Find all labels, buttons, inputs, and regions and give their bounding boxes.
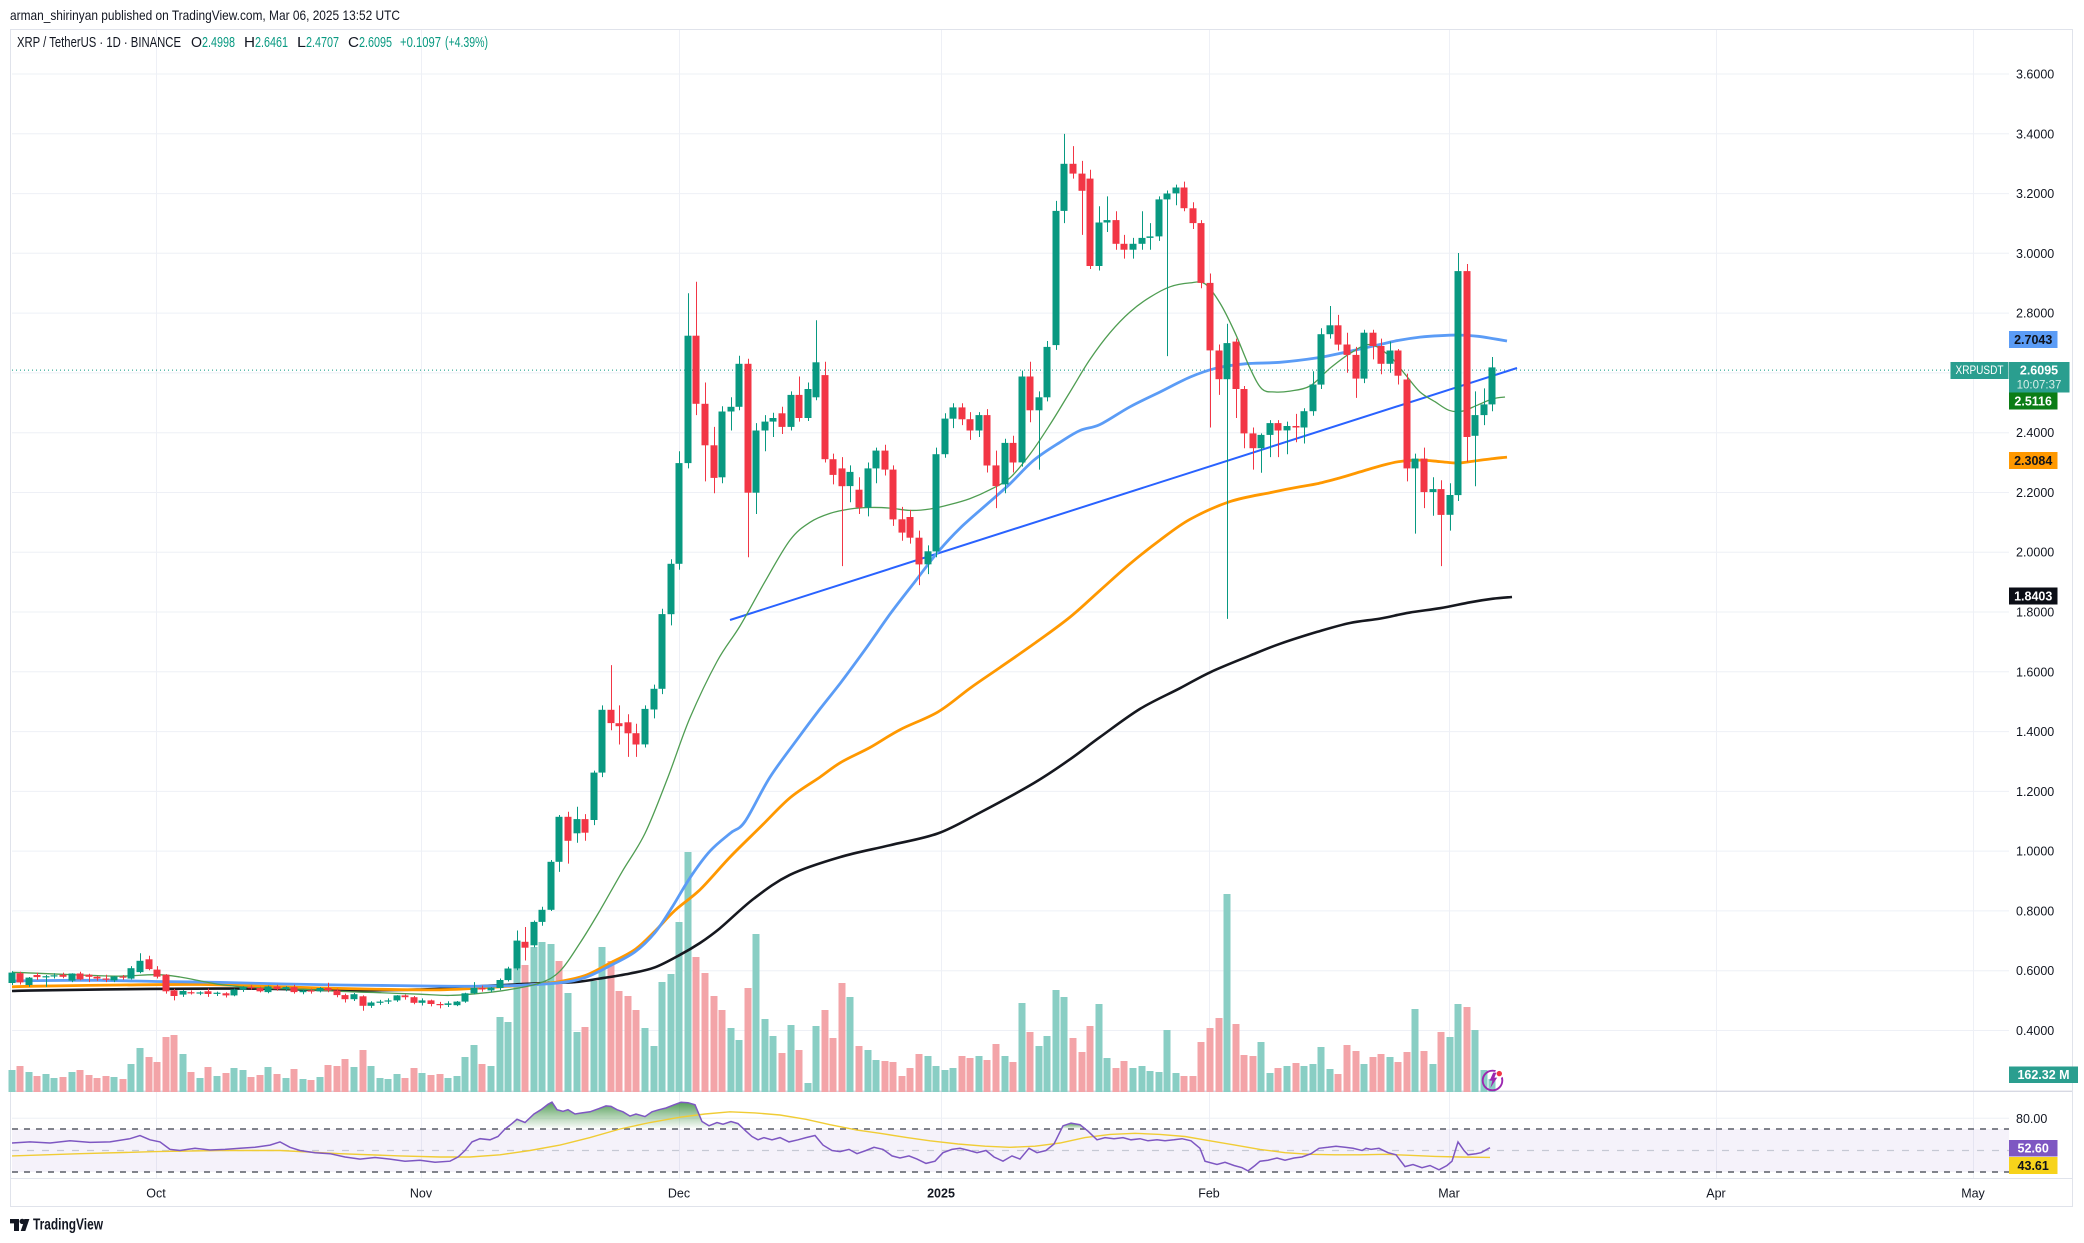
svg-text:1.0000: 1.0000 bbox=[2016, 845, 2054, 859]
svg-text:O: O bbox=[191, 35, 202, 51]
svg-text:3.0000: 3.0000 bbox=[2016, 247, 2054, 261]
svg-text:+0.1097: +0.1097 bbox=[400, 35, 441, 51]
svg-text:1.8403: 1.8403 bbox=[2014, 589, 2052, 603]
svg-text:Nov: Nov bbox=[410, 1187, 433, 1201]
svg-text:2025: 2025 bbox=[927, 1187, 955, 1201]
svg-text:2.2000: 2.2000 bbox=[2016, 486, 2054, 500]
svg-text:2.6095: 2.6095 bbox=[2020, 364, 2058, 378]
svg-text:Dec: Dec bbox=[668, 1187, 690, 1201]
svg-text:TradingView: TradingView bbox=[33, 1217, 104, 1234]
svg-text:162.32 M: 162.32 M bbox=[2017, 1068, 2069, 1082]
svg-text:10:07:37: 10:07:37 bbox=[2017, 380, 2062, 392]
svg-text:L: L bbox=[297, 35, 306, 51]
svg-text:2.4707: 2.4707 bbox=[306, 35, 339, 51]
svg-text:2.4000: 2.4000 bbox=[2016, 426, 2054, 440]
svg-text:Apr: Apr bbox=[1706, 1187, 1725, 1201]
svg-text:2.8000: 2.8000 bbox=[2016, 307, 2054, 321]
svg-text:May: May bbox=[1961, 1187, 1985, 1201]
svg-text:H: H bbox=[244, 35, 255, 51]
svg-text:0.8000: 0.8000 bbox=[2016, 904, 2054, 918]
svg-text:3.6000: 3.6000 bbox=[2016, 68, 2054, 82]
svg-text:52.60: 52.60 bbox=[2018, 1142, 2049, 1156]
svg-text:XRP / TetherUS · 1D · BINANCE: XRP / TetherUS · 1D · BINANCE bbox=[17, 35, 181, 51]
svg-text:43.61: 43.61 bbox=[2018, 1159, 2049, 1173]
svg-text:2.5116: 2.5116 bbox=[2014, 394, 2052, 408]
svg-text:2.0000: 2.0000 bbox=[2016, 546, 2054, 560]
svg-text:1.4000: 1.4000 bbox=[2016, 725, 2054, 739]
svg-text:2.4998: 2.4998 bbox=[202, 35, 235, 51]
svg-text:2.6461: 2.6461 bbox=[255, 35, 288, 51]
svg-text:2.3084: 2.3084 bbox=[2014, 454, 2052, 468]
svg-text:1.6000: 1.6000 bbox=[2016, 665, 2054, 679]
svg-text:C: C bbox=[348, 35, 359, 51]
svg-text:2.7043: 2.7043 bbox=[2014, 333, 2052, 347]
svg-text:80.00: 80.00 bbox=[2016, 1112, 2047, 1126]
svg-text:Feb: Feb bbox=[1198, 1187, 1220, 1201]
svg-text:arman_shirinyan published on T: arman_shirinyan published on TradingView… bbox=[10, 7, 400, 23]
svg-text:1.8000: 1.8000 bbox=[2016, 606, 2054, 620]
svg-text:(+4.39%): (+4.39%) bbox=[445, 35, 488, 51]
svg-text:0.4000: 0.4000 bbox=[2016, 1024, 2054, 1038]
svg-text:XRPUSDT: XRPUSDT bbox=[1956, 365, 2004, 377]
svg-text:Mar: Mar bbox=[1438, 1187, 1460, 1201]
svg-text:Oct: Oct bbox=[146, 1187, 166, 1201]
svg-text:0.6000: 0.6000 bbox=[2016, 964, 2054, 978]
svg-text:2.6095: 2.6095 bbox=[359, 35, 392, 51]
svg-text:1.2000: 1.2000 bbox=[2016, 785, 2054, 799]
svg-text:3.2000: 3.2000 bbox=[2016, 187, 2054, 201]
svg-text:3.4000: 3.4000 bbox=[2016, 127, 2054, 141]
